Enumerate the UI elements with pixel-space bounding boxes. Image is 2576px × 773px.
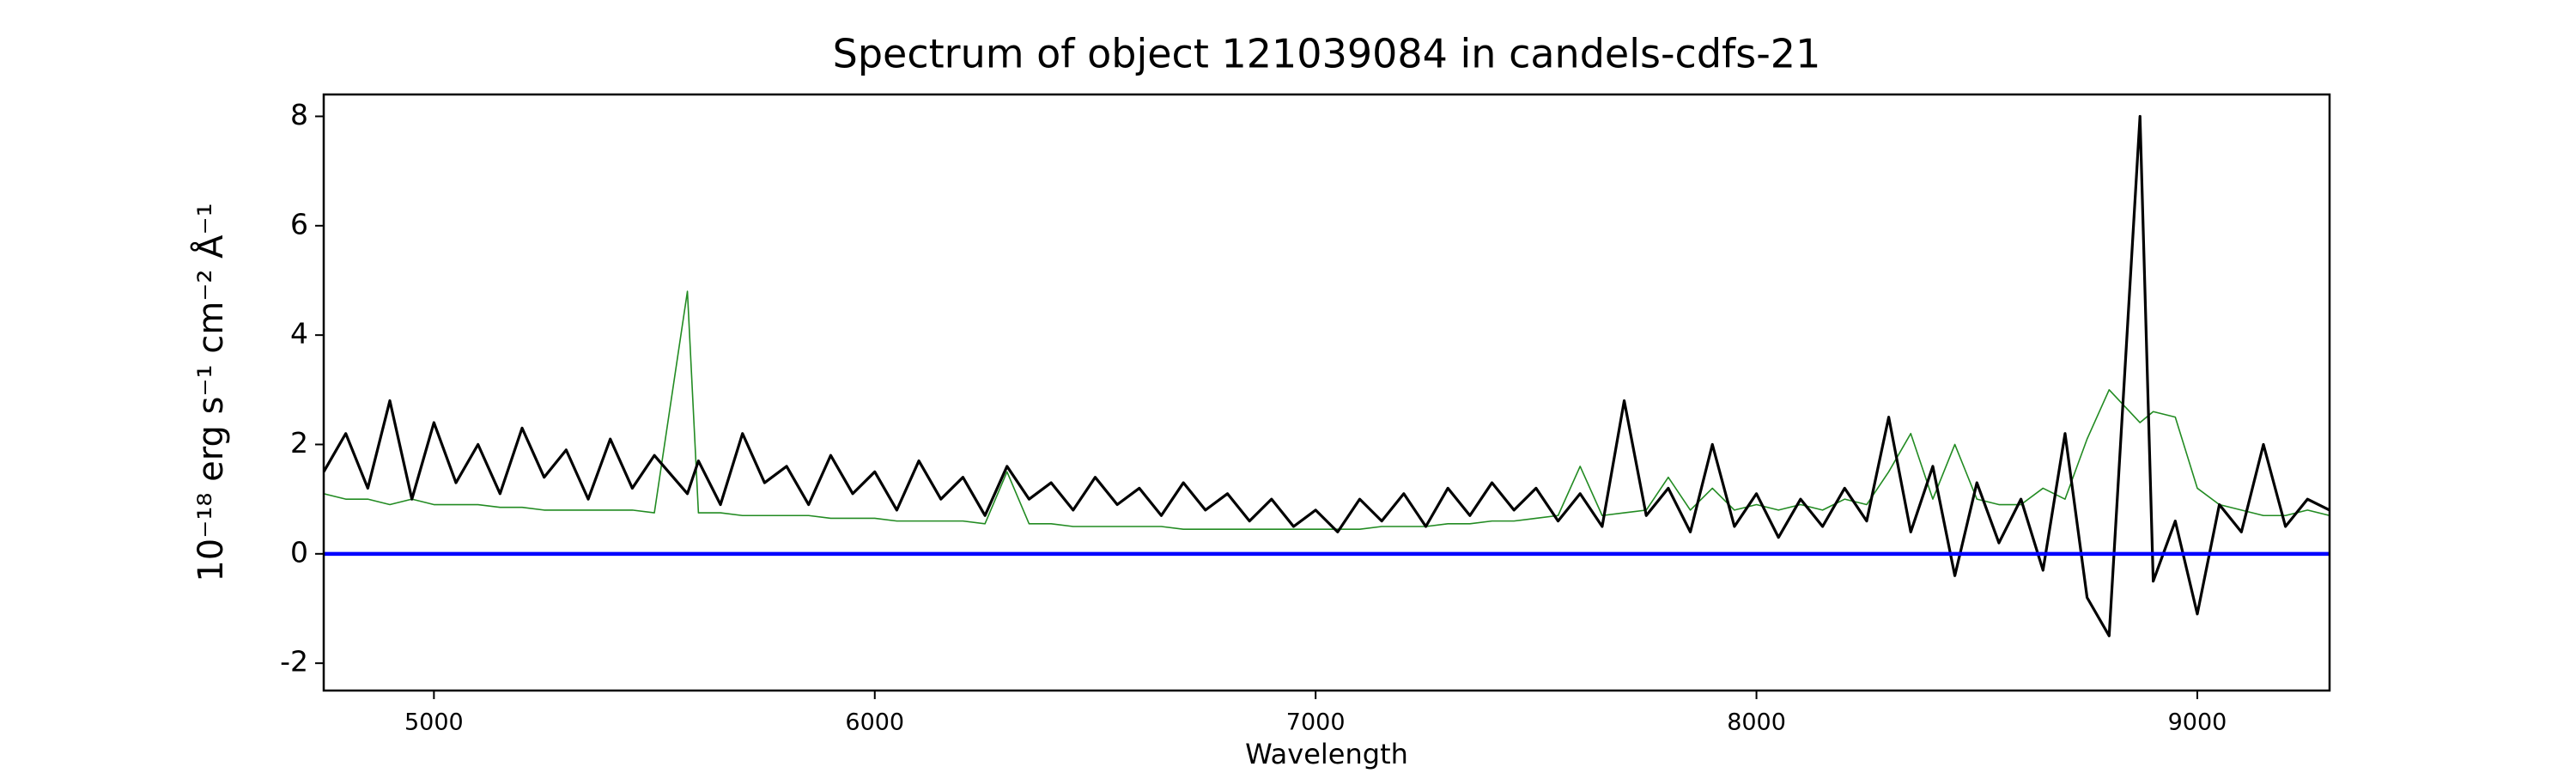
x-tick-label: 9000 [2168, 709, 2227, 736]
x-axis-label: Wavelength [1245, 738, 1408, 770]
y-tick-label: 4 [290, 317, 308, 350]
y-tick-label: -2 [280, 645, 308, 679]
chart-title: Spectrum of object 121039084 in candels-… [833, 31, 1821, 77]
plot-area [324, 114, 2330, 637]
x-tick-label: 8000 [1727, 709, 1786, 736]
spectrum-line [324, 114, 2330, 637]
x-tick-label: 5000 [404, 709, 464, 736]
spectrum-line [324, 290, 2330, 530]
axes-frame [322, 93, 2331, 692]
y-tick-label: 2 [290, 426, 308, 460]
y-tick-label: 6 [290, 207, 308, 240]
y-tick-label: 0 [290, 535, 308, 569]
y-axis-label: 10⁻¹⁸ erg s⁻¹ cm⁻² Å⁻¹ [190, 203, 231, 581]
x-tick-label: 6000 [845, 709, 904, 736]
x-tick-label: 7000 [1286, 709, 1346, 736]
y-tick-label: 8 [290, 98, 308, 131]
